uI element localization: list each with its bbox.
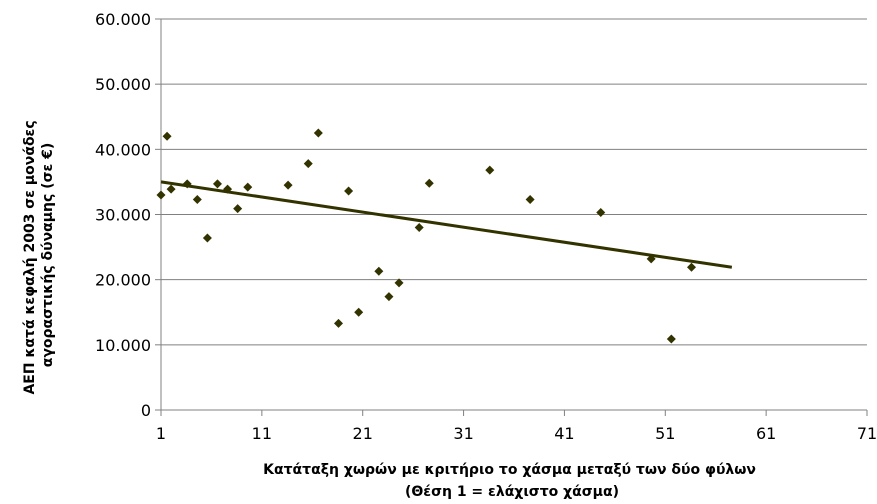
y-tick-label: 60.000 (95, 10, 151, 29)
data-point (596, 208, 606, 218)
x-tick-label: 41 (554, 424, 574, 443)
data-points (156, 128, 697, 344)
x-tick-label: 11 (252, 424, 272, 443)
data-point (666, 334, 676, 344)
x-tick-label: 1 (156, 424, 166, 443)
x-tick-label: 71 (857, 424, 877, 443)
y-tick-label: 20.000 (95, 271, 151, 290)
x-tick-labels: 1 11 21 31 41 51 61 71 (156, 424, 877, 443)
data-point (424, 178, 434, 188)
gridlines (161, 18, 867, 346)
data-point (485, 165, 495, 175)
y-axis-title-line2: αγοραστικής δύναμης (σε €) (40, 143, 56, 368)
y-axis-title: ΑΕΠ κατά κεφαλή 2003 σε μονάδες αγοραστι… (22, 115, 56, 394)
data-point (313, 128, 323, 138)
x-axis-title-line1: Κατάταξη χωρών με κριτήριο το χάσμα μετα… (263, 462, 756, 478)
data-point (233, 204, 243, 214)
data-point (384, 292, 394, 302)
data-point (354, 307, 364, 317)
axes (155, 18, 868, 416)
data-point (394, 278, 404, 288)
data-point (374, 266, 384, 276)
data-point (212, 179, 222, 189)
data-point (202, 233, 212, 243)
y-tick-label: 10.000 (95, 336, 151, 355)
data-point (303, 159, 313, 169)
data-point (162, 131, 172, 141)
data-point (156, 190, 166, 200)
x-tick-label: 51 (655, 424, 675, 443)
data-point (344, 186, 354, 196)
data-point (243, 182, 253, 192)
y-axis-title-line1: ΑΕΠ κατά κεφαλή 2003 σε μονάδες (22, 120, 38, 394)
data-point (646, 254, 656, 264)
x-axis-title: Κατάταξη χωρών με κριτήριο το χάσμα μετα… (263, 462, 761, 500)
x-axis-title-line2: (Θέση 1 = ελάχιστο χάσμα) (405, 484, 619, 500)
y-tick-label: 40.000 (95, 140, 151, 159)
x-tick-label: 31 (453, 424, 473, 443)
y-tick-label: 30.000 (95, 206, 151, 225)
trendline-group (160, 180, 733, 269)
data-point (414, 223, 424, 233)
y-tick-label: 50.000 (95, 75, 151, 94)
trendline (160, 180, 733, 269)
data-point (283, 180, 293, 190)
y-tick-label: 0 (141, 401, 151, 420)
x-tick-label: 61 (756, 424, 776, 443)
y-tick-labels: 0 10.000 20.000 30.000 40.000 50.000 60.000 (95, 10, 151, 420)
data-point (166, 184, 176, 194)
data-point (525, 195, 535, 205)
data-point (192, 195, 202, 205)
x-tick-label: 21 (353, 424, 373, 443)
data-point (687, 262, 697, 272)
data-point (334, 318, 344, 328)
